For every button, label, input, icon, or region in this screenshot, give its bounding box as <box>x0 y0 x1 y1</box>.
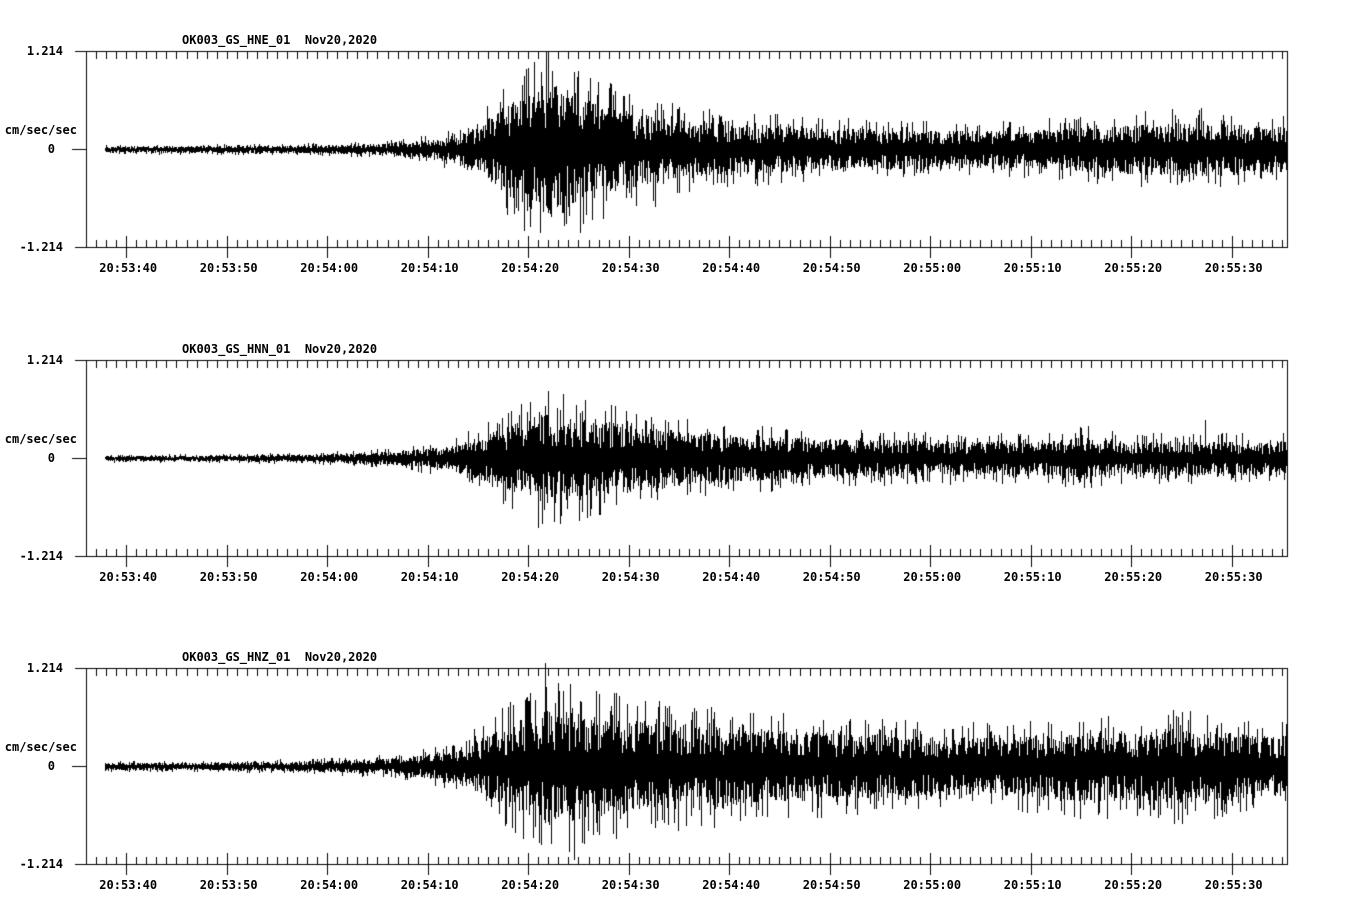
x-axis-tick-labels: 20:53:40 20:53:50 20:54:00 20:54:10 20:54:20… <box>0 262 1358 275</box>
x-tick-label: 20:55:10 <box>1003 570 1062 584</box>
x-tick-label: 20:54:40 <box>702 878 761 892</box>
x-tick-label: 20:55:30 <box>1204 261 1263 275</box>
x-tick-label: 20:54:30 <box>601 261 660 275</box>
x-tick-label: 20:54:10 <box>400 261 459 275</box>
x-tick-label: 20:54:40 <box>702 570 761 584</box>
x-tick-label: 20:55:10 <box>1003 878 1062 892</box>
x-tick-label: 20:53:50 <box>199 570 258 584</box>
x-tick-label: 20:55:30 <box>1204 570 1263 584</box>
x-tick-label: 20:54:50 <box>802 878 861 892</box>
x-tick-label: 20:54:00 <box>300 570 359 584</box>
x-tick-label: 20:54:20 <box>501 878 560 892</box>
x-tick-label: 20:53:50 <box>199 261 258 275</box>
x-tick-label: 20:55:00 <box>903 570 962 584</box>
x-tick-label: 20:54:40 <box>702 261 761 275</box>
x-tick-label: 20:54:10 <box>400 570 459 584</box>
x-tick-label: 20:55:20 <box>1104 261 1163 275</box>
x-tick-label: 20:55:20 <box>1104 878 1163 892</box>
x-tick-label: 20:54:10 <box>400 878 459 892</box>
x-tick-label: 20:54:50 <box>802 570 861 584</box>
x-tick-label: 20:54:20 <box>501 570 560 584</box>
waveform-plot-hnz <box>0 656 1358 896</box>
x-tick-label: 20:55:00 <box>903 878 962 892</box>
x-tick-label: 20:53:40 <box>99 261 158 275</box>
x-axis-tick-labels: 20:53:40 20:53:50 20:54:00 20:54:10 20:54:20… <box>0 571 1358 584</box>
x-tick-label: 20:54:20 <box>501 261 560 275</box>
waveform-plot-hne <box>0 39 1358 279</box>
x-tick-label: 20:55:10 <box>1003 261 1062 275</box>
x-axis-tick-labels: 20:53:40 20:53:50 20:54:00 20:54:10 20:54:20… <box>0 879 1358 892</box>
x-tick-label: 20:55:00 <box>903 261 962 275</box>
x-tick-label: 20:54:30 <box>601 570 660 584</box>
waveform-plot-hnn <box>0 348 1358 588</box>
x-tick-label: 20:54:00 <box>300 878 359 892</box>
x-tick-label: 20:53:40 <box>99 878 158 892</box>
x-tick-label: 20:54:00 <box>300 261 359 275</box>
x-tick-label: 20:54:30 <box>601 878 660 892</box>
x-tick-label: 20:53:50 <box>199 878 258 892</box>
x-tick-label: 20:55:20 <box>1104 570 1163 584</box>
x-tick-label: 20:54:50 <box>802 261 861 275</box>
x-tick-label: 20:53:40 <box>99 570 158 584</box>
x-tick-label: 20:55:30 <box>1204 878 1263 892</box>
